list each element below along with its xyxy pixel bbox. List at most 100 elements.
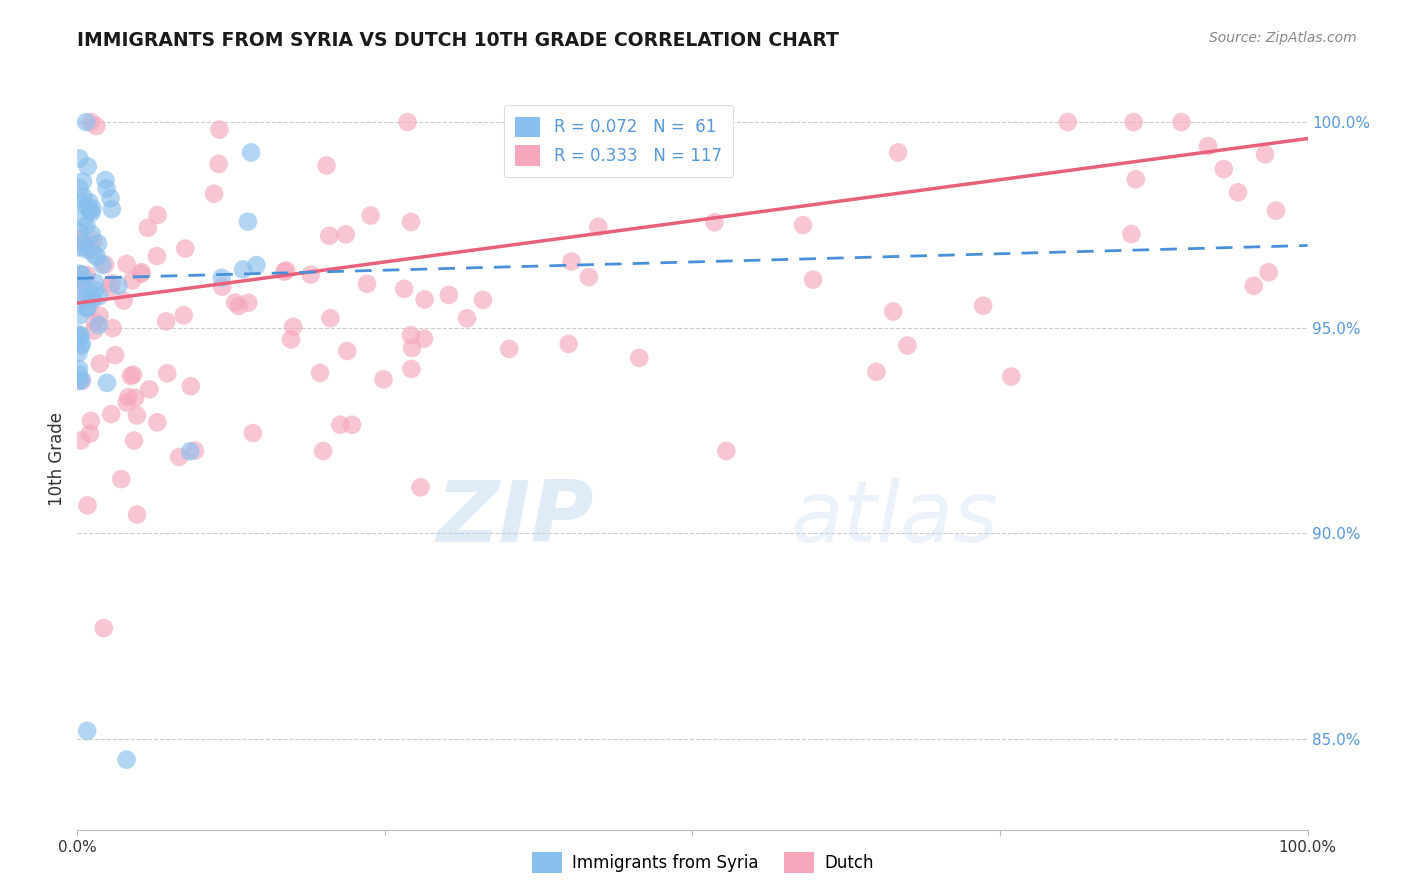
- Point: [356, 277, 378, 291]
- Point: [882, 304, 904, 318]
- Point: [83, 324, 105, 338]
- Point: [315, 159, 337, 173]
- Legend: R = 0.072   N =  61, R = 0.333   N = 117: R = 0.072 N = 61, R = 0.333 N = 117: [503, 105, 734, 178]
- Point: [409, 480, 432, 494]
- Point: [557, 337, 579, 351]
- Point: [1257, 265, 1279, 279]
- Point: [136, 220, 159, 235]
- Point: [146, 208, 169, 222]
- Point: [335, 227, 357, 242]
- Point: [224, 295, 246, 310]
- Point: [131, 265, 153, 279]
- Point: [101, 202, 124, 216]
- Point: [167, 450, 190, 464]
- Point: [67, 267, 90, 281]
- Point: [76, 291, 98, 305]
- Point: [146, 249, 169, 263]
- Point: [628, 351, 651, 365]
- Point: [69, 328, 91, 343]
- Point: [87, 318, 110, 333]
- Point: [96, 181, 118, 195]
- Point: [456, 311, 478, 326]
- Point: [115, 257, 138, 271]
- Point: [208, 157, 231, 171]
- Point: [107, 278, 129, 293]
- Point: [91, 258, 114, 272]
- Point: [89, 289, 111, 303]
- Point: [70, 275, 93, 289]
- Point: [75, 115, 97, 129]
- Point: [1125, 172, 1147, 186]
- Point: [208, 122, 231, 136]
- Point: [70, 277, 93, 292]
- Point: [578, 270, 600, 285]
- Point: [69, 152, 91, 166]
- Point: [67, 368, 90, 382]
- Point: [73, 292, 96, 306]
- Point: [1212, 161, 1234, 176]
- Point: [179, 444, 201, 458]
- Point: [156, 366, 179, 380]
- Point: [340, 417, 363, 432]
- Point: [87, 236, 110, 251]
- Point: [84, 276, 107, 290]
- Point: [67, 181, 90, 195]
- Point: [70, 434, 93, 448]
- Point: [89, 357, 111, 371]
- Point: [82, 234, 104, 248]
- Point: [228, 299, 250, 313]
- Point: [211, 270, 233, 285]
- Legend: Immigrants from Syria, Dutch: Immigrants from Syria, Dutch: [526, 846, 880, 880]
- Point: [1122, 115, 1144, 129]
- Point: [472, 293, 495, 307]
- Point: [360, 209, 382, 223]
- Point: [240, 145, 263, 160]
- Point: [76, 160, 98, 174]
- Point: [138, 383, 160, 397]
- Point: [129, 267, 152, 281]
- Point: [115, 753, 138, 767]
- Point: [312, 444, 335, 458]
- Point: [79, 426, 101, 441]
- Point: [79, 243, 101, 257]
- Point: [173, 308, 195, 322]
- Point: [79, 203, 101, 218]
- Point: [1243, 278, 1265, 293]
- Point: [117, 390, 139, 404]
- Point: [76, 199, 98, 213]
- Point: [73, 211, 96, 226]
- Point: [96, 376, 118, 390]
- Point: [82, 202, 104, 216]
- Point: [86, 119, 108, 133]
- Point: [124, 391, 146, 405]
- Point: [236, 214, 259, 228]
- Point: [373, 372, 395, 386]
- Point: [329, 417, 352, 432]
- Point: [67, 374, 90, 388]
- Point: [273, 264, 295, 278]
- Point: [276, 263, 298, 277]
- Point: [121, 273, 143, 287]
- Point: [413, 332, 436, 346]
- Point: [865, 365, 887, 379]
- Point: [280, 333, 302, 347]
- Point: [703, 215, 725, 229]
- Point: [76, 301, 98, 315]
- Point: [70, 373, 93, 387]
- Point: [896, 338, 918, 352]
- Point: [242, 425, 264, 440]
- Point: [67, 362, 90, 376]
- Point: [413, 293, 436, 307]
- Point: [283, 319, 305, 334]
- Point: [1121, 227, 1143, 241]
- Point: [299, 268, 322, 282]
- Point: [76, 723, 98, 738]
- Point: [180, 379, 202, 393]
- Point: [80, 414, 103, 428]
- Point: [73, 236, 96, 251]
- Point: [238, 295, 260, 310]
- Point: [80, 294, 103, 309]
- Point: [801, 272, 824, 286]
- Point: [1170, 115, 1192, 129]
- Point: [211, 279, 233, 293]
